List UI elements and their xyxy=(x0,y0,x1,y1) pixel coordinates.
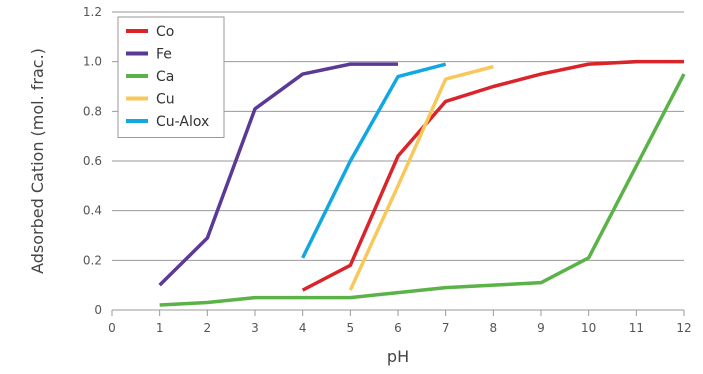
y-tick-label: 0.8 xyxy=(83,104,102,118)
x-tick-label: 9 xyxy=(537,321,545,335)
series-line-cu-alox xyxy=(301,62,447,259)
axis-layer: 00.20.40.60.81.01.20 1 2 3 4 5 6 7 8 9 10 11 12 xyxy=(83,5,692,335)
series-line-ca xyxy=(159,73,686,307)
x-tick-label: 0 xyxy=(108,321,116,335)
x-tick-label: 7 xyxy=(442,321,450,335)
y-tick-label: 0.2 xyxy=(83,253,102,267)
x-tick-label: 3 xyxy=(251,321,259,335)
x-tick-label: 5 xyxy=(347,321,355,335)
legend-label-co: Co xyxy=(156,24,174,40)
y-tick-label: 0.6 xyxy=(83,154,102,168)
legend-label-ca: Ca xyxy=(156,69,174,85)
x-tick-label: 6 xyxy=(394,321,402,335)
x-tick-label: 4 xyxy=(299,321,307,335)
legend-label-cu-alox: Cu-Alox xyxy=(156,114,209,130)
series-line-cu xyxy=(348,64,494,291)
series-line-fe xyxy=(158,62,398,287)
x-axis-title: pH xyxy=(387,347,409,366)
legend: Co Fe Ca Cu Cu-Alox xyxy=(117,16,225,138)
x-tick-label: 11 xyxy=(629,321,644,335)
series-layer xyxy=(158,59,686,307)
x-tick-label: 2 xyxy=(204,321,212,335)
x-tick-label: 8 xyxy=(490,321,498,335)
y-axis-title: Adsorbed Cation (mol. frac.) xyxy=(28,48,47,274)
x-tick-label: 10 xyxy=(581,321,596,335)
y-tick-label: 1.2 xyxy=(83,5,102,19)
y-tick-label: 1.0 xyxy=(83,55,102,69)
legend-label-cu: Cu xyxy=(156,92,175,108)
y-tick-label: 0 xyxy=(94,303,102,317)
series-line-co xyxy=(301,59,684,292)
y-tick-label: 0.4 xyxy=(83,204,102,218)
x-tick-label: 1 xyxy=(156,321,164,335)
x-tick-label: 12 xyxy=(676,321,691,335)
legend-label-fe: Fe xyxy=(156,47,172,63)
